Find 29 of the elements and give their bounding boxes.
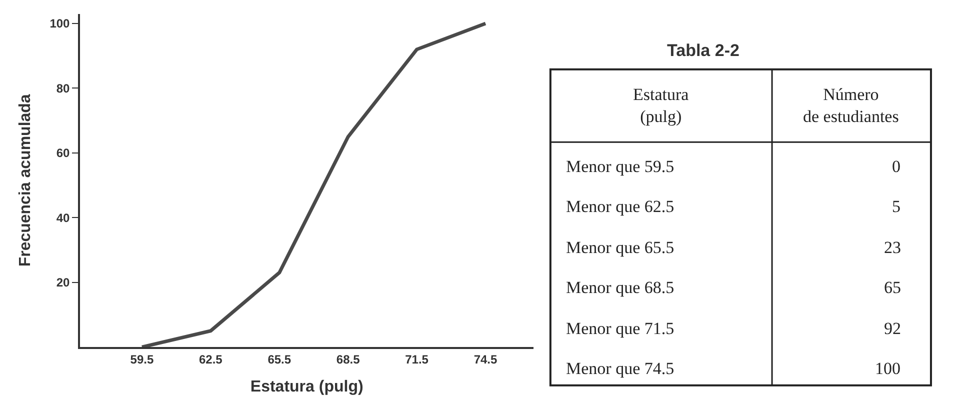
y-axis-title: Frecuencia acumulada [17, 94, 34, 267]
y-tick-label: 20 [56, 276, 70, 290]
y-tick-label: 40 [56, 210, 70, 225]
line-series [140, 22, 488, 348]
text: 100 [875, 359, 900, 378]
text: Menor que 62.5 [566, 197, 674, 216]
text: Menor que 71.5 [566, 319, 674, 338]
text: Estatura (pulg) [633, 85, 690, 126]
text: Menor que 74.5 [566, 359, 674, 378]
y-tick-label: 80 [56, 81, 70, 96]
x-tick-label: 62.5 [198, 352, 223, 366]
text: 92 [884, 319, 901, 338]
text: Menor que 65.5 [566, 238, 674, 257]
y-tick-label: 100 [50, 16, 70, 31]
text: 0 [892, 157, 900, 176]
x-tick-label: 68.5 [336, 352, 360, 366]
text: Tabla 2-2 [667, 41, 740, 60]
text: 5 [892, 197, 900, 216]
x-axis-title: Estatura (pulg) [250, 378, 364, 396]
x-tick-label: 71.5 [405, 352, 429, 366]
x-tick-label: 74.5 [474, 352, 498, 366]
text: Número de estudiantes [803, 85, 899, 126]
text: 23 [884, 238, 901, 257]
y-tick-label: 60 [56, 146, 70, 160]
text: 65 [884, 278, 901, 297]
x-tick-label: 59.5 [130, 352, 154, 366]
text: Menor que 68.5 [566, 278, 674, 297]
x-tick-label: 65.5 [268, 352, 292, 366]
text: Menor que 59.5 [566, 157, 674, 176]
